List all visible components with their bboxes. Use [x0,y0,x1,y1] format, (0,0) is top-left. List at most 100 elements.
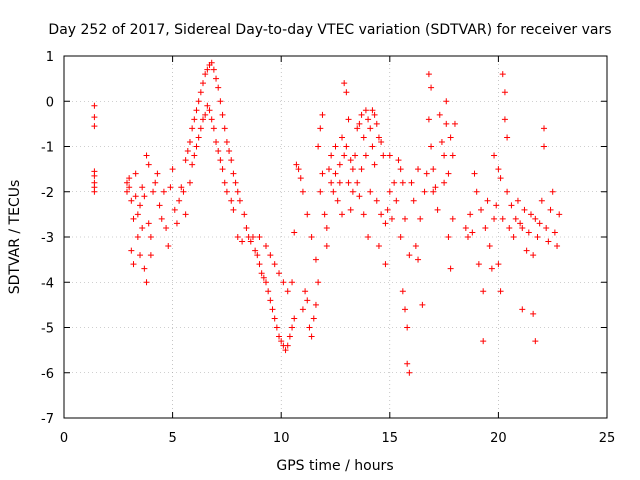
data-point [349,166,356,173]
x-axis-label: GPS time / hours [276,458,393,474]
data-point [404,360,411,367]
data-point [519,306,526,313]
data-point [347,157,354,164]
data-point [219,111,226,118]
data-point [262,243,269,250]
data-point [449,215,456,222]
data-point [419,301,426,308]
x-tick-label: 25 [599,431,616,446]
data-point [508,202,515,209]
data-point [310,315,317,322]
data-point [393,197,400,204]
data-point [315,143,322,150]
data-point [328,152,335,159]
data-point [239,238,246,245]
data-point [345,179,352,186]
y-tick-label: -4 [41,276,54,291]
data-point [312,256,319,263]
data-point [91,114,98,121]
data-point [215,84,222,91]
data-point [284,288,291,295]
data-point [495,166,502,173]
data-point [425,71,432,78]
data-point [91,102,98,109]
data-point [269,306,276,313]
data-point [352,152,359,159]
data-point [464,234,471,240]
data-point [425,116,432,123]
data-point [180,188,187,195]
data-point [436,111,443,118]
data-point [200,80,207,87]
data-point [134,234,141,240]
data-point [143,152,150,159]
data-point [267,252,274,259]
data-point [317,188,324,195]
data-point [280,279,287,286]
y-tick-label: -1 [41,141,54,156]
data-point [302,288,309,295]
data-point [173,220,180,227]
data-point [163,224,170,231]
data-points [91,59,563,376]
data-point [443,120,450,127]
data-point [130,215,137,222]
data-point [223,138,230,145]
data-point [293,161,300,168]
data-point [365,116,372,123]
data-point [471,170,478,177]
data-point [556,211,563,218]
data-point [467,211,474,218]
data-point [497,288,504,295]
data-point [449,152,456,159]
data-point [254,252,261,259]
x-tick-label: 20 [490,431,507,446]
data-point [195,134,202,141]
data-point [367,125,374,132]
data-point [434,206,441,213]
data-point [147,234,154,240]
data-point [215,148,222,155]
data-point [152,179,159,186]
data-point [482,224,489,231]
data-point [267,297,274,304]
data-point [284,342,291,349]
data-point [143,279,150,286]
data-point [195,98,202,105]
data-point [402,215,409,222]
data-point [243,224,250,231]
data-point [438,138,445,145]
data-point [388,215,395,222]
data-point [399,288,406,295]
data-point [137,252,144,259]
data-point [462,224,469,231]
data-point [532,338,539,345]
data-point [371,111,378,118]
data-point [308,333,315,340]
data-point [193,143,200,150]
data-point [512,215,519,222]
data-point [367,188,374,195]
data-point [317,125,324,132]
data-point [362,152,369,159]
data-point [221,179,228,186]
data-point [200,116,207,123]
y-tick-label: -3 [41,231,54,246]
data-point [430,188,437,195]
data-point [499,71,506,78]
data-point [334,197,341,204]
data-point [126,184,133,191]
data-point [382,261,389,268]
data-point [91,123,98,130]
y-tick-label: 1 [46,50,54,65]
data-point [358,111,365,118]
data-point [532,215,539,222]
data-point [128,247,135,254]
data-point [538,197,545,204]
data-point [189,161,196,168]
data-point [386,188,393,195]
data-point [360,211,367,218]
data-point [354,125,361,132]
data-point [371,161,378,168]
